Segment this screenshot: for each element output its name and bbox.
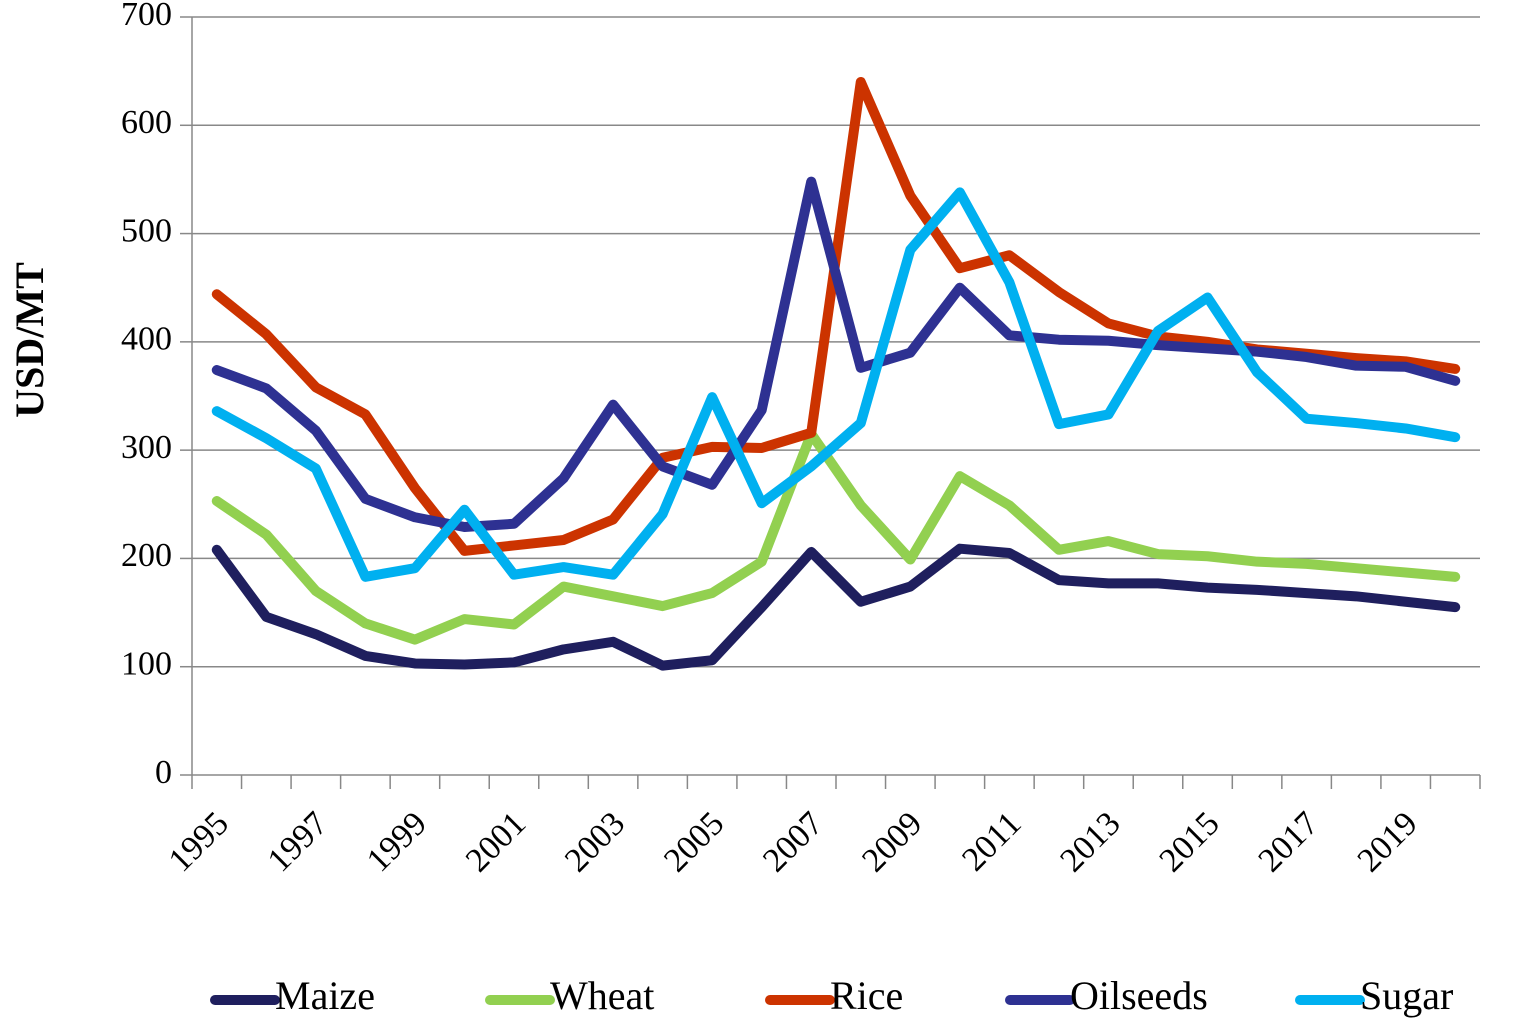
y-axis-label: USD/MT [7,262,52,418]
y-tick-label: 600 [121,104,172,141]
y-tick-label: 300 [121,429,172,466]
x-tick-label: 2007 [756,805,830,879]
x-tick-label: 2001 [459,805,533,879]
x-tick-label: 1999 [360,805,434,879]
x-tick-label: 2011 [955,805,1028,878]
x-tick-label: 2017 [1252,805,1326,879]
x-tick-label: 2013 [1053,805,1127,879]
series-line [211,187,1461,582]
x-tick-label: 1997 [261,805,335,879]
x-tick-label: 1995 [162,805,236,879]
x-tick-label: 2009 [855,805,929,879]
legend-label: Oilseeds [1070,973,1208,1018]
y-tick-label: 0 [155,754,172,791]
x-tick-label: 2005 [657,805,731,879]
x-tick-label: 2019 [1351,805,1425,879]
x-tick-label: 2015 [1152,805,1226,879]
legend-label: Sugar [1360,973,1453,1018]
y-tick-label: 400 [121,321,172,358]
y-tick-label: 700 [121,0,172,33]
series-line [211,428,1461,645]
y-tick-label: 200 [121,537,172,574]
y-tick-label: 100 [121,646,172,683]
legend-label: Rice [830,973,903,1018]
legend-label: Maize [275,973,375,1018]
series-line [211,76,1461,556]
x-tick-label: 2003 [558,805,632,879]
series-line [211,543,1461,671]
y-tick-label: 500 [121,212,172,249]
legend-label: Wheat [550,973,654,1018]
